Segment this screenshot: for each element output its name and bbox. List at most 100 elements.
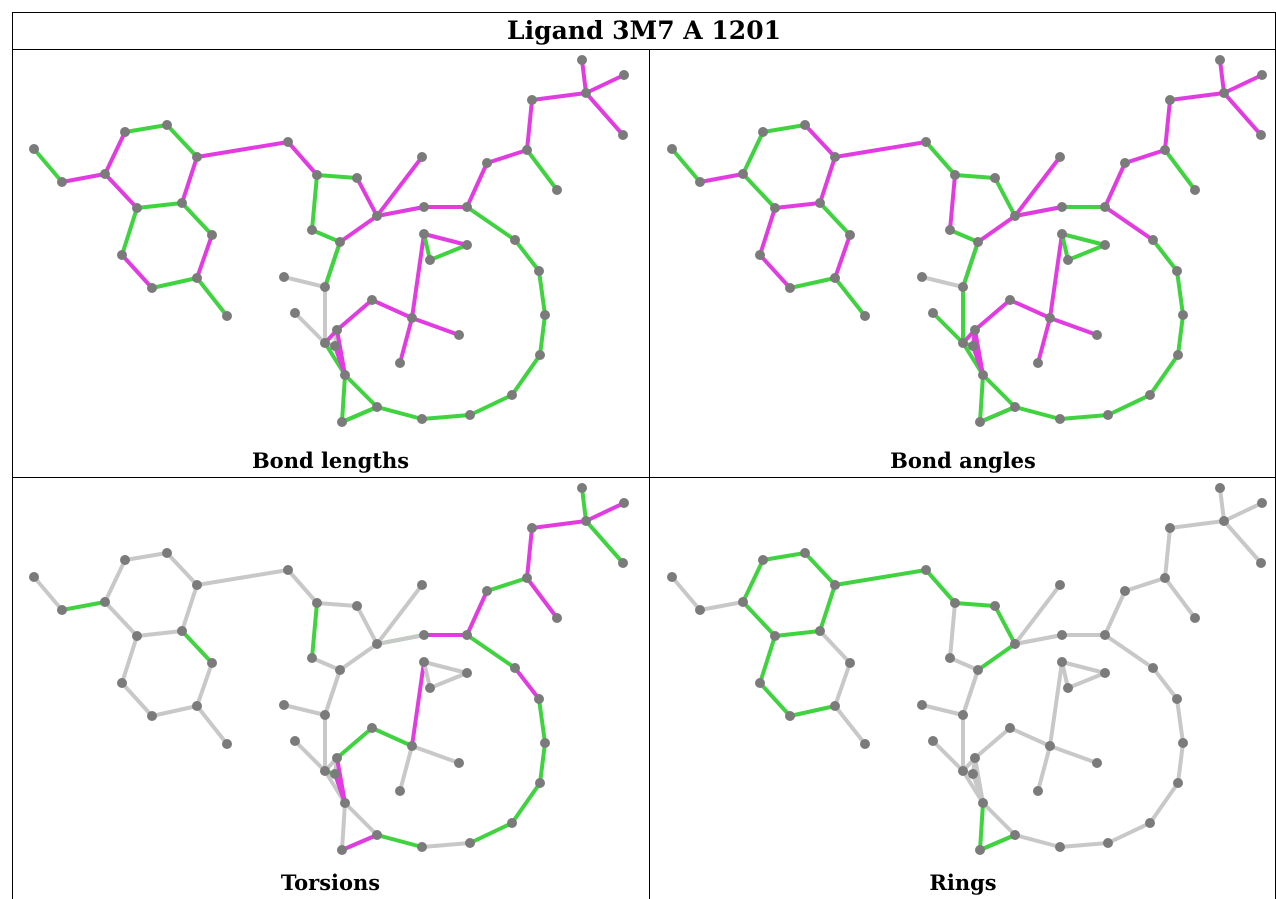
atom <box>132 203 142 213</box>
bond <box>293 739 327 773</box>
bond <box>1103 633 1155 670</box>
bond <box>818 155 837 205</box>
bond <box>1013 405 1062 421</box>
bond <box>1175 697 1185 745</box>
bond <box>60 600 107 612</box>
atom <box>290 308 300 318</box>
bond <box>931 311 965 345</box>
bond <box>1106 393 1152 417</box>
atom <box>522 573 532 583</box>
atom <box>540 738 550 748</box>
atom <box>283 565 293 575</box>
bond <box>976 642 1017 672</box>
atom <box>1057 657 1067 667</box>
bond <box>420 413 472 421</box>
bond <box>150 704 199 718</box>
atom <box>958 710 968 720</box>
atom <box>162 548 172 558</box>
atom <box>990 173 1000 183</box>
atom <box>1165 95 1175 105</box>
atom <box>945 225 955 235</box>
bond <box>961 240 980 289</box>
atom <box>407 741 417 751</box>
bond <box>335 726 374 760</box>
atom <box>695 605 705 615</box>
atom <box>1215 55 1225 65</box>
atom <box>552 185 562 195</box>
bond <box>537 697 547 745</box>
bond <box>530 91 588 102</box>
bond <box>1123 148 1167 165</box>
atom <box>312 170 322 180</box>
bond <box>370 726 414 748</box>
atom <box>845 230 855 240</box>
atom <box>1172 266 1182 276</box>
bond <box>310 601 319 660</box>
atom <box>1055 580 1065 590</box>
atom <box>510 663 520 673</box>
panel-torsions: Torsions <box>12 478 649 899</box>
bond <box>60 172 107 184</box>
bond <box>803 123 837 159</box>
atom <box>950 170 960 180</box>
atom <box>830 273 840 283</box>
bond <box>103 558 127 604</box>
atom <box>279 272 289 282</box>
bond <box>1048 744 1099 765</box>
bond <box>584 73 626 95</box>
atom <box>1145 390 1155 400</box>
bond-layer <box>670 486 1264 852</box>
bond <box>1013 583 1062 646</box>
bond <box>195 568 290 587</box>
bond <box>410 660 426 748</box>
bond <box>971 772 985 805</box>
bond <box>103 172 139 210</box>
atom <box>462 202 472 212</box>
atom <box>417 414 427 424</box>
atom <box>970 753 980 763</box>
bond <box>340 801 347 852</box>
atom <box>1100 630 1110 640</box>
atom <box>770 631 780 641</box>
atom <box>340 798 350 808</box>
bond <box>971 344 985 377</box>
bond <box>468 393 514 417</box>
bond <box>1058 413 1110 421</box>
bond <box>310 656 342 672</box>
atom <box>100 597 110 607</box>
bond <box>833 140 928 159</box>
bond <box>315 601 359 608</box>
bond <box>1013 205 1064 218</box>
atom <box>1256 130 1266 140</box>
atom <box>419 657 429 667</box>
atom <box>320 338 330 348</box>
atom <box>192 580 202 590</box>
bond <box>335 298 374 332</box>
atom <box>207 230 217 240</box>
bond <box>1176 313 1185 357</box>
atom <box>419 229 429 239</box>
atom <box>770 203 780 213</box>
atom <box>1172 694 1182 704</box>
bond <box>1048 316 1099 337</box>
atom <box>147 711 157 721</box>
atom <box>667 144 677 154</box>
atom <box>367 723 377 733</box>
atom <box>800 548 810 558</box>
atom <box>335 237 345 247</box>
atom <box>1055 842 1065 852</box>
atom <box>307 653 317 663</box>
bond <box>580 486 588 523</box>
atom <box>1033 786 1043 796</box>
atom-layer <box>29 55 629 427</box>
atom <box>945 653 955 663</box>
bond <box>340 405 379 424</box>
bond <box>981 373 1017 409</box>
atom <box>1219 516 1229 526</box>
bond <box>123 551 169 562</box>
molecule-rings <box>667 483 1267 855</box>
panel-bond-lengths: Bond lengths <box>12 50 649 477</box>
atom <box>1165 523 1175 533</box>
bond <box>428 671 469 690</box>
bond <box>788 704 837 718</box>
